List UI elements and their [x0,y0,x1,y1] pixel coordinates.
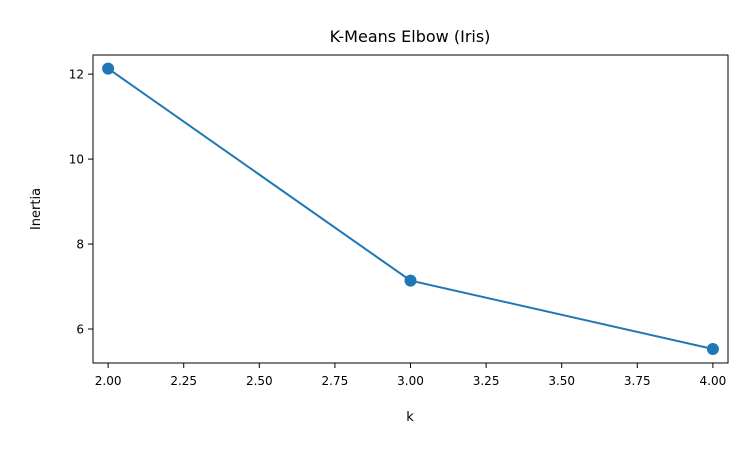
x-tick-label: 3.25 [473,374,500,388]
x-axis-ticks: 2.00 2.25 2.50 2.75 3.00 3.25 3.50 3.75 4.00 [95,363,726,388]
x-axis-label: k [406,410,414,425]
chart-title: K-Means Elbow (Iris) [330,27,491,46]
series-layer [102,62,719,355]
y-tick-label: 6 [76,323,84,337]
y-tick-label: 12 [69,68,84,82]
data-point [404,274,417,287]
x-tick-label: 2.75 [322,374,349,388]
series-line [107,67,714,350]
y-tick-label: 8 [76,238,84,252]
x-tick-label: 4.00 [700,374,727,388]
data-point [706,342,719,355]
x-tick-label: 2.50 [246,374,273,388]
y-axis-label: Inertia [29,188,44,230]
x-tick-label: 3.75 [624,374,651,388]
data-point [102,62,115,75]
x-tick-label: 2.25 [170,374,197,388]
x-tick-label: 3.00 [397,374,424,388]
x-tick-label: 3.50 [548,374,575,388]
plot-frame [92,54,729,364]
y-axis-ticks: 6 8 10 12 [69,68,93,337]
x-tick-label: 2.00 [95,374,122,388]
y-tick-label: 10 [69,153,84,167]
